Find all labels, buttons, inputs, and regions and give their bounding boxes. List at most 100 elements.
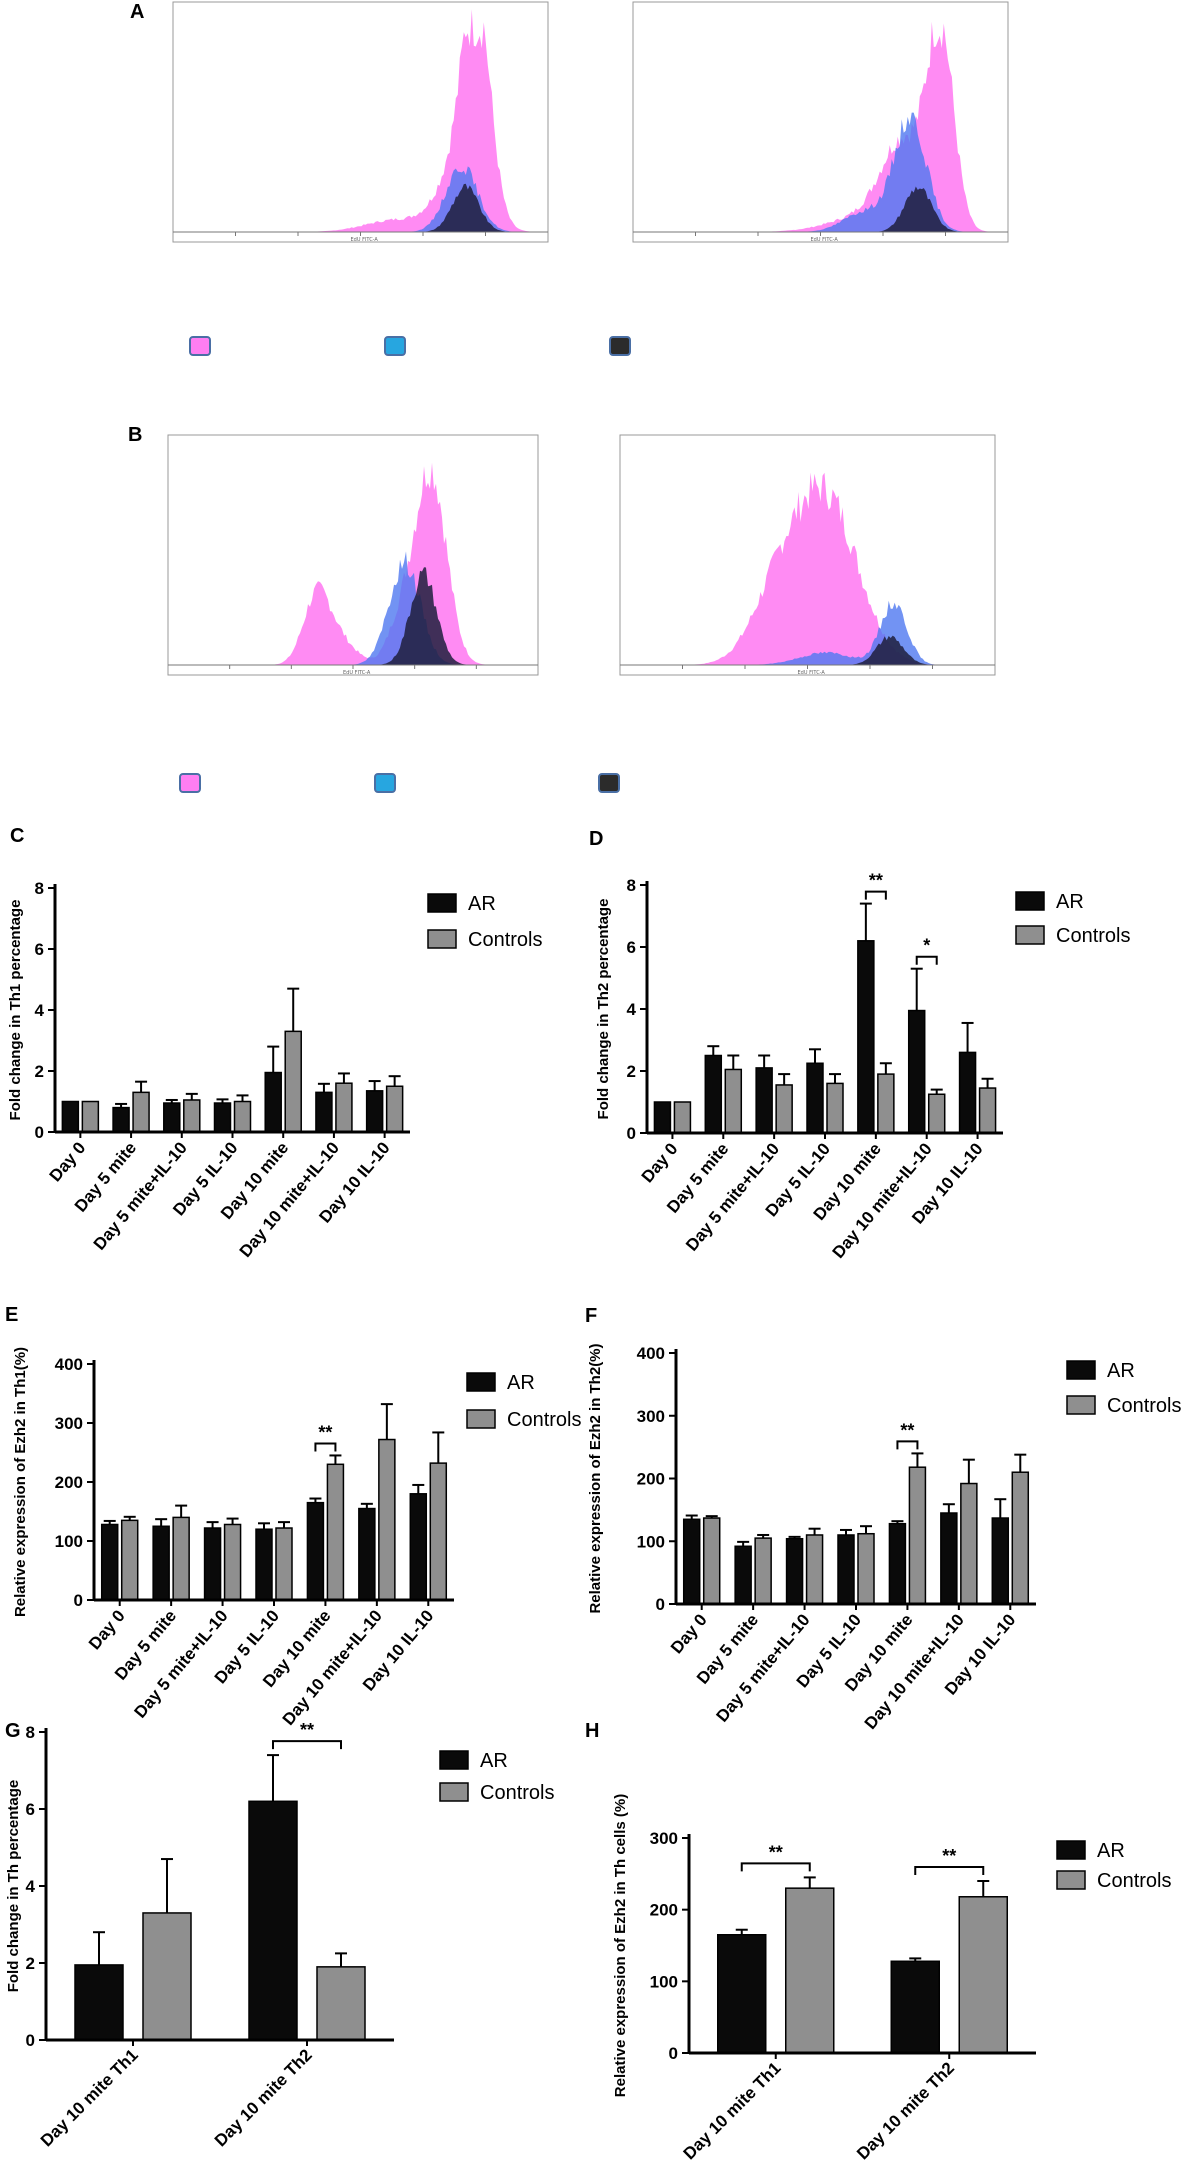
bar-ar-3: [806, 1062, 824, 1134]
histogram-axis-label: EdU FITC-A: [798, 670, 826, 676]
pink-mite-histogram: [620, 472, 995, 665]
x-tick-label: Day 10 mite+IL-10: [861, 1610, 968, 1733]
y-axis-label: Relative expression of Ezh2 in Th cells …: [612, 1794, 629, 2097]
bar-ar-5: [315, 1091, 333, 1133]
bar-ar-2: [755, 1067, 773, 1134]
legend-label-ar: AR: [468, 893, 496, 915]
significance-label: **: [900, 1420, 914, 1440]
bar-controls-4: [326, 1463, 345, 1601]
bar-ar-1: [734, 1545, 752, 1605]
legend-swatch-ar: [1066, 1360, 1096, 1380]
legend-label-ar: AR: [480, 1750, 508, 1772]
legend-label-controls: Controls: [1097, 1870, 1171, 1892]
y-axis-label: Fold change in Th2 percentage: [595, 899, 612, 1120]
y-tick-label: 6: [627, 938, 636, 957]
y-tick-label: 0: [74, 1591, 83, 1610]
bar-ar-0: [61, 1100, 80, 1133]
black-il10-histogram: [620, 635, 995, 665]
bar-ar-5: [940, 1512, 958, 1605]
bar-controls-3: [857, 1532, 875, 1605]
bar-ar-1: [112, 1106, 130, 1133]
legend-swatch-controls: [1056, 1870, 1086, 1890]
significance-bracket: [915, 955, 938, 965]
legend-swatch-ar: [439, 1750, 469, 1770]
legend-swatch-ar: [1056, 1840, 1086, 1860]
panel-label: D: [589, 828, 603, 850]
y-tick-label: 400: [637, 1344, 665, 1363]
bar-controls-6: [1011, 1471, 1030, 1605]
pink-mite-histogram: [168, 462, 538, 665]
legend-label-controls: Controls: [480, 1782, 554, 1804]
y-tick-label: 2: [35, 1062, 44, 1081]
significance-label: *: [923, 936, 930, 956]
bar-controls-5: [335, 1082, 353, 1133]
legend-label-controls: Controls: [1056, 925, 1130, 947]
bar-controls-0: [785, 1887, 835, 2054]
x-tick-label: Day 0: [85, 1606, 129, 1653]
significance-label: **: [942, 1846, 956, 1866]
y-tick-label: 8: [35, 879, 44, 898]
panel-b-left-histogram: EdU FITC-A: [167, 434, 539, 676]
panel-label: H: [585, 1720, 599, 1742]
panel-label: F: [585, 1305, 597, 1327]
significance-label: **: [769, 1842, 783, 1862]
bar-ar-5: [907, 1009, 926, 1134]
bar-ar-0: [682, 1518, 701, 1605]
panel-a-right-histogram: EdU FITC-A: [632, 1, 1009, 243]
black-legend-swatch: [598, 773, 620, 793]
legend-label-ar: AR: [1107, 1360, 1135, 1382]
bar-controls-1: [754, 1537, 772, 1605]
y-tick-label: 200: [637, 1470, 665, 1489]
panel-b-right-histogram: EdU FITC-A: [619, 434, 996, 676]
y-tick-label: 300: [637, 1407, 665, 1426]
y-tick-label: 2: [26, 1954, 35, 1973]
bar-ar-2: [203, 1527, 222, 1601]
bar-controls-1: [172, 1516, 190, 1601]
legend-label-controls: Controls: [1107, 1395, 1181, 1417]
bar-controls-3: [826, 1082, 844, 1134]
y-tick-label: 0: [35, 1123, 44, 1142]
y-tick-label: 6: [35, 940, 44, 959]
bar-controls-2: [183, 1099, 201, 1133]
y-axis-label: Relative expression of Ezh2 in Th1(%): [12, 1347, 29, 1617]
bar-controls-0: [673, 1101, 692, 1134]
y-tick-label: 8: [26, 1723, 35, 1742]
bar-ar-3: [837, 1534, 855, 1605]
significance-label: **: [318, 1422, 332, 1442]
histogram-axis-label: EdU FITC-A: [351, 237, 379, 243]
bar-controls-0: [142, 1912, 192, 2041]
y-axis-label: Fold change in Th percentage: [5, 1780, 22, 1993]
panel-label: G: [5, 1720, 21, 1742]
y-tick-label: 2: [627, 1062, 636, 1081]
y-tick-label: 400: [55, 1355, 83, 1374]
legend-label-controls: Controls: [468, 929, 542, 951]
y-tick-label: 0: [627, 1124, 636, 1143]
x-tick-label: Day 5 mite+IL-10: [713, 1610, 814, 1725]
y-tick-label: 0: [669, 2044, 678, 2063]
significance-bracket: [914, 1866, 985, 1875]
bar-ar-6: [365, 1090, 384, 1133]
bar-ar-1: [704, 1054, 723, 1134]
bar-controls-3: [233, 1100, 252, 1133]
significance-label: **: [300, 1720, 314, 1740]
bar-controls-4: [877, 1073, 895, 1134]
panel-h-chart: H 0 100 200 300 Day 10 mite Th1 Day 10 mite Th…: [585, 1720, 1171, 2163]
bar-ar-3: [213, 1102, 232, 1133]
bar-ar-3: [255, 1528, 273, 1601]
bar-ar-6: [958, 1051, 977, 1134]
legend-swatch-ar: [1015, 891, 1045, 911]
bar-ar-0: [717, 1934, 767, 2054]
bar-ar-0: [74, 1964, 124, 2041]
bar-controls-4: [284, 1030, 302, 1133]
x-tick-label: Day 10 mite Th2: [211, 2045, 316, 2150]
bar-controls-5: [378, 1438, 396, 1601]
legend-swatch-controls: [439, 1782, 469, 1802]
legend-label-controls: Controls: [507, 1409, 581, 1431]
bar-ar-6: [991, 1517, 1010, 1605]
significance-bracket: [740, 1862, 811, 1872]
bar-ar-5: [358, 1507, 376, 1601]
